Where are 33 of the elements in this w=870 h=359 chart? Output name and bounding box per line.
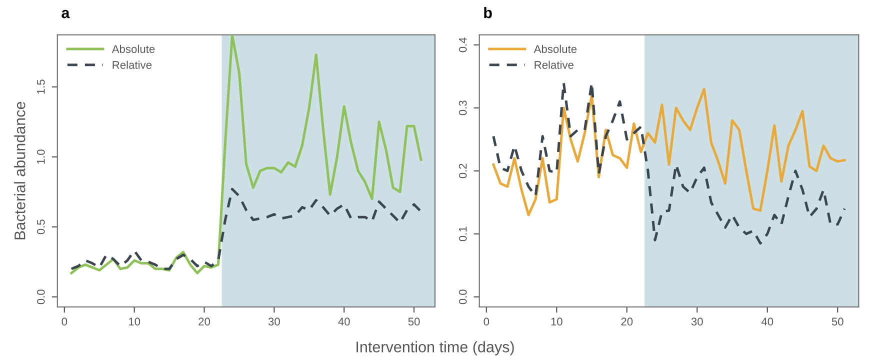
x-tick-label: 40 <box>338 318 350 326</box>
x-tick-label: 20 <box>198 318 210 326</box>
line-series <box>70 188 422 270</box>
legend-label: Absolute <box>534 44 577 53</box>
x-tick-label: 50 <box>408 318 420 326</box>
legend-label: Relative <box>534 60 574 69</box>
x-tick-label: 10 <box>551 318 562 326</box>
x-tick-label: 0 <box>62 318 68 326</box>
y-tick-label: 0.2 <box>458 164 467 178</box>
x-tick-label: 10 <box>129 318 140 326</box>
line-series <box>492 81 846 245</box>
x-tick-label: 30 <box>691 318 703 326</box>
chart-title: b <box>484 6 492 18</box>
x-tick-label: 50 <box>832 318 844 326</box>
y-tick-label: 1.0 <box>36 150 45 164</box>
y-tick-label: 0.0 <box>458 290 467 304</box>
y-tick-label: 0.1 <box>458 226 467 242</box>
chart-title: a <box>62 10 70 18</box>
legend-label: Absolute <box>112 44 155 53</box>
y-tick-label: 0.4 <box>458 38 467 52</box>
line-series <box>492 88 846 216</box>
legend-label: Relative <box>112 60 152 69</box>
y-tick-label: 1.5 <box>37 80 45 94</box>
line-series <box>70 34 422 274</box>
y-tick-label: 0.5 <box>36 220 45 234</box>
x-tick-label: 40 <box>761 318 774 326</box>
x-axis-title: Intervention time (days) <box>356 341 514 356</box>
x-tick-label: 0 <box>484 318 490 326</box>
y-tick-label: 0.0 <box>36 290 45 304</box>
x-tick-label: 20 <box>621 318 633 326</box>
x-tick-label: 30 <box>268 318 280 326</box>
y-axis-title: Bacterial abundance <box>14 102 26 240</box>
y-tick-label: 0.3 <box>458 100 467 116</box>
